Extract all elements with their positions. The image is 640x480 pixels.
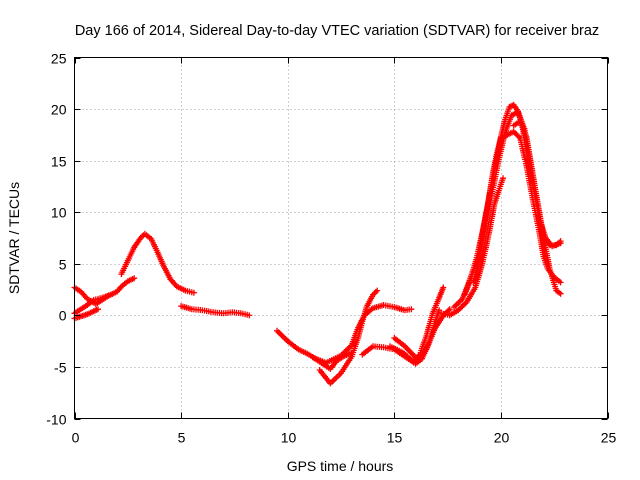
- grid-lines: [74, 57, 608, 419]
- y-tick-label: 10: [51, 205, 67, 221]
- data-point-marker: [246, 312, 253, 319]
- data-point-marker: [190, 289, 197, 296]
- x-tick-label: 15: [387, 430, 403, 446]
- data-point-marker: [446, 306, 453, 313]
- data-point-marker: [374, 287, 381, 294]
- x-tick-label: 5: [178, 430, 186, 446]
- series-arc3: [71, 306, 101, 322]
- x-tick-label: 20: [494, 430, 510, 446]
- data-point-marker: [436, 307, 443, 314]
- x-axis-label: GPS time / hours: [287, 458, 394, 474]
- series-arc4: [118, 230, 197, 296]
- data-markers: [71, 101, 564, 387]
- series-arc7: [316, 287, 381, 387]
- x-tick-labels: 0 5 10 15 20 25: [72, 430, 617, 446]
- y-tick-labels: -10 -5 0 5 10 15 20 25: [46, 51, 66, 428]
- data-point-marker: [440, 284, 447, 291]
- plot-frame: [74, 57, 608, 419]
- series-arc5: [178, 303, 253, 319]
- y-tick-label: -10: [46, 412, 66, 428]
- data-point-marker: [95, 306, 101, 313]
- axis-ticks: [74, 57, 609, 420]
- x-tick-label: 10: [281, 430, 297, 446]
- y-axis-label: SDTVAR / TECUs: [6, 182, 22, 294]
- y-tick-label: 5: [59, 257, 67, 273]
- data-point-marker: [557, 238, 564, 245]
- chart-title: Day 166 of 2014, Sidereal Day-to-day VTE…: [75, 23, 599, 39]
- x-tick-label: 25: [601, 430, 617, 446]
- data-point-marker: [445, 307, 452, 314]
- series-arc2: [71, 275, 138, 317]
- data-point-marker: [131, 275, 138, 282]
- data-point-marker: [500, 175, 506, 182]
- y-tick-label: 15: [51, 154, 67, 170]
- series-arc16: [510, 118, 564, 249]
- y-tick-label: 25: [51, 51, 67, 67]
- series-arc8: [310, 302, 415, 366]
- data-point-marker: [557, 290, 564, 297]
- series-arc12: [438, 175, 506, 319]
- y-tick-label: -5: [54, 360, 67, 376]
- series-arc6: [274, 327, 355, 372]
- data-point-marker: [515, 133, 522, 140]
- data-point-marker: [408, 306, 415, 313]
- data-point-marker: [557, 279, 564, 286]
- x-tick-label: 0: [72, 430, 80, 446]
- y-tick-label: 20: [51, 102, 67, 118]
- y-tick-label: 0: [59, 308, 67, 324]
